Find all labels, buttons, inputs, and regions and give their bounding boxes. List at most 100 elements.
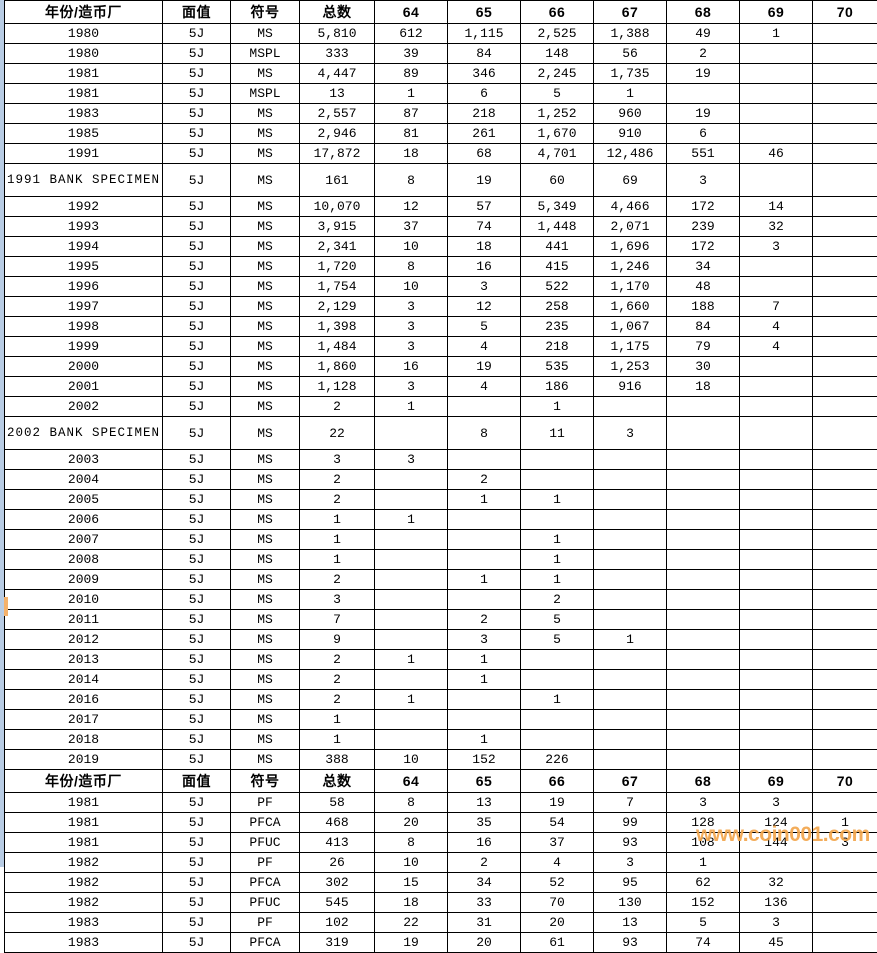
cell-year-mint[interactable]: 2007 (5, 530, 163, 550)
cell-value-10[interactable] (813, 297, 877, 317)
cell-value-8[interactable] (667, 510, 740, 530)
cell-value-9[interactable]: 7 (740, 297, 813, 317)
cell-value-6[interactable]: 5 (521, 610, 594, 630)
cell-value-8[interactable] (667, 630, 740, 650)
cell-value-2[interactable]: MS (231, 570, 300, 590)
cell-value-1[interactable]: 5J (163, 730, 231, 750)
cell-value-2[interactable]: PFUC (231, 833, 300, 853)
cell-value-1[interactable]: 5J (163, 913, 231, 933)
cell-value-9[interactable] (740, 124, 813, 144)
cell-value-10[interactable] (813, 397, 877, 417)
cell-value-8[interactable] (667, 710, 740, 730)
cell-value-2[interactable]: PFUC (231, 893, 300, 913)
cell-value-5[interactable]: 33 (448, 893, 521, 913)
cell-value-9[interactable]: 4 (740, 337, 813, 357)
cell-value-7[interactable]: 4,466 (594, 197, 667, 217)
cell-value-10[interactable] (813, 197, 877, 217)
cell-value-7[interactable]: 1,696 (594, 237, 667, 257)
cell-value-10[interactable] (813, 164, 877, 197)
cell-value-1[interactable]: 5J (163, 450, 231, 470)
cell-value-7[interactable]: 1 (594, 84, 667, 104)
cell-value-2[interactable]: MS (231, 530, 300, 550)
cell-value-9[interactable] (740, 710, 813, 730)
cell-value-7[interactable] (594, 530, 667, 550)
cell-value-8[interactable] (667, 470, 740, 490)
cell-year-mint[interactable]: 2018 (5, 730, 163, 750)
cell-value-5[interactable]: 4 (448, 337, 521, 357)
cell-value-3[interactable]: 10,070 (300, 197, 375, 217)
cell-value-3[interactable]: 1,860 (300, 357, 375, 377)
cell-value-1[interactable]: 5J (163, 853, 231, 873)
cell-value-4[interactable]: 22 (375, 913, 448, 933)
cell-value-5[interactable] (448, 530, 521, 550)
cell-value-2[interactable]: MSPL (231, 84, 300, 104)
cell-value-2[interactable]: MS (231, 297, 300, 317)
cell-value-8[interactable]: 172 (667, 237, 740, 257)
cell-value-1[interactable]: 5J (163, 217, 231, 237)
cell-value-2[interactable]: MS (231, 164, 300, 197)
cell-value-6[interactable]: 1,252 (521, 104, 594, 124)
cell-year-mint[interactable]: 2013 (5, 650, 163, 670)
cell-value-4[interactable]: 18 (375, 893, 448, 913)
cell-value-3[interactable]: 1,398 (300, 317, 375, 337)
cell-value-5[interactable]: 19 (448, 164, 521, 197)
cell-value-9[interactable] (740, 450, 813, 470)
cell-value-3[interactable]: 17,872 (300, 144, 375, 164)
cell-year-mint[interactable]: 1993 (5, 217, 163, 237)
cell-value-3[interactable]: 2,341 (300, 237, 375, 257)
cell-value-7[interactable]: 3 (594, 853, 667, 873)
cell-value-3[interactable]: 58 (300, 793, 375, 813)
cell-value-6[interactable]: 4 (521, 853, 594, 873)
cell-value-4[interactable]: 37 (375, 217, 448, 237)
cell-value-5[interactable]: 3 (448, 630, 521, 650)
cell-value-4[interactable]: 3 (375, 337, 448, 357)
cell-value-10[interactable] (813, 217, 877, 237)
cell-value-7[interactable] (594, 710, 667, 730)
cell-value-1[interactable]: 5J (163, 530, 231, 550)
cell-value-1[interactable]: 5J (163, 144, 231, 164)
cell-value-8[interactable] (667, 490, 740, 510)
cell-value-7[interactable] (594, 610, 667, 630)
cell-value-10[interactable] (813, 530, 877, 550)
cell-year-mint[interactable]: 1981 (5, 793, 163, 813)
cell-value-1[interactable]: 5J (163, 873, 231, 893)
cell-value-9[interactable] (740, 490, 813, 510)
cell-value-9[interactable] (740, 750, 813, 770)
cell-value-5[interactable] (448, 550, 521, 570)
cell-value-7[interactable]: 1,246 (594, 257, 667, 277)
cell-value-10[interactable] (813, 237, 877, 257)
cell-value-1[interactable]: 5J (163, 104, 231, 124)
cell-value-4[interactable]: 612 (375, 24, 448, 44)
cell-value-5[interactable]: 261 (448, 124, 521, 144)
cell-value-2[interactable]: MS (231, 357, 300, 377)
cell-value-5[interactable]: 57 (448, 197, 521, 217)
cell-value-6[interactable]: 54 (521, 813, 594, 833)
cell-year-mint[interactable]: 2010 (5, 590, 163, 610)
cell-value-3[interactable]: 1,754 (300, 277, 375, 297)
cell-value-6[interactable]: 61 (521, 933, 594, 953)
cell-value-4[interactable]: 10 (375, 237, 448, 257)
cell-value-2[interactable]: PF (231, 913, 300, 933)
cell-value-9[interactable] (740, 84, 813, 104)
cell-value-4[interactable]: 3 (375, 297, 448, 317)
cell-value-9[interactable] (740, 570, 813, 590)
cell-value-1[interactable]: 5J (163, 893, 231, 913)
cell-value-6[interactable]: 226 (521, 750, 594, 770)
cell-value-6[interactable]: 1 (521, 397, 594, 417)
cell-value-6[interactable]: 70 (521, 893, 594, 913)
cell-year-mint[interactable]: 1982 (5, 853, 163, 873)
